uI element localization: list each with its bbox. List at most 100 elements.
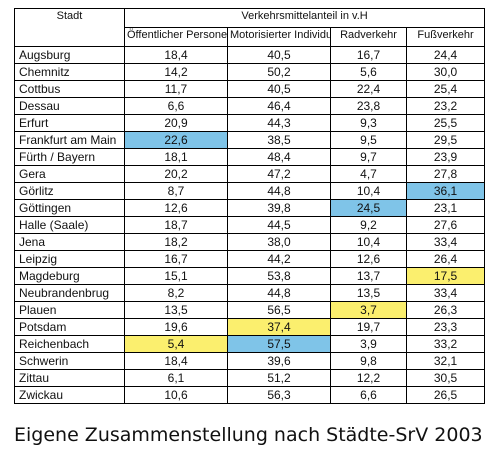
city-name-cell: Halle (Saale) [14, 216, 125, 234]
fussverkehr-value-cell: 23,3 [405, 318, 486, 336]
radverkehr-value-cell: 10,4 [330, 182, 407, 200]
radverkehr-value-cell: 9,7 [330, 148, 407, 166]
table-row: Erfurt 20,9 44,3 9,3 25,5 [14, 114, 486, 132]
header-fussverkehr: Fußverkehr [405, 27, 486, 47]
fussverkehr-value-cell: 33,4 [405, 233, 486, 251]
radverkehr-value-cell: 3,7 [330, 301, 407, 319]
miv-value-cell: 51,2 [227, 369, 331, 387]
oepnv-value-cell: 20,9 [124, 114, 228, 132]
radverkehr-value-cell: 4,7 [330, 165, 407, 183]
table-row: Fürth / Bayern 18,1 48,4 9,7 23,9 [14, 148, 486, 166]
table-row: Zittau 6,1 51,2 12,2 30,5 [14, 369, 486, 387]
table-row: Plauen 13,5 56,5 3,7 26,3 [14, 301, 486, 319]
city-name-cell: Chemnitz [14, 63, 125, 81]
radverkehr-value-cell: 13,5 [330, 284, 407, 302]
oepnv-value-cell: 6,6 [124, 97, 228, 115]
miv-value-cell: 39,8 [227, 199, 331, 217]
city-name-cell: Augsburg [14, 46, 125, 64]
header-stadt: Stadt [14, 8, 125, 47]
city-name-cell: Zittau [14, 369, 125, 387]
radverkehr-value-cell: 10,4 [330, 233, 407, 251]
modal-split-table: Stadt Verkehrsmittelanteil in v.H Öffent… [14, 8, 486, 404]
oepnv-value-cell: 13,5 [124, 301, 228, 319]
table-row: Potsdam 19,6 37,4 19,7 23,3 [14, 318, 486, 336]
header-oepnv: Öffentlicher Personenverkehr [124, 27, 228, 47]
city-name-cell: Zwickau [14, 386, 125, 404]
oepnv-value-cell: 14,2 [124, 63, 228, 81]
fussverkehr-value-cell: 27,6 [405, 216, 486, 234]
fussverkehr-value-cell: 33,4 [405, 284, 486, 302]
radverkehr-value-cell: 6,6 [330, 386, 407, 404]
miv-value-cell: 38,0 [227, 233, 331, 251]
oepnv-value-cell: 18,4 [124, 46, 228, 64]
oepnv-value-cell: 22,6 [124, 131, 228, 149]
fussverkehr-value-cell: 36,1 [405, 182, 486, 200]
table-row: Reichenbach 5,4 57,5 3,9 33,2 [14, 335, 486, 353]
city-name-cell: Görlitz [14, 182, 125, 200]
table-row: Magdeburg 15,1 53,8 13,7 17,5 [14, 267, 486, 285]
city-name-cell: Leipzig [14, 250, 125, 268]
radverkehr-value-cell: 9,5 [330, 131, 407, 149]
oepnv-value-cell: 8,7 [124, 182, 228, 200]
header-verkehrsmittelanteil: Verkehrsmittelanteil in v.H [123, 8, 486, 28]
table-row: Halle (Saale) 18,7 44,5 9,2 27,6 [14, 216, 486, 234]
radverkehr-value-cell: 9,2 [330, 216, 407, 234]
fussverkehr-value-cell: 24,4 [405, 46, 486, 64]
radverkehr-value-cell: 24,5 [330, 199, 407, 217]
city-name-cell: Potsdam [14, 318, 125, 336]
radverkehr-value-cell: 9,8 [330, 352, 407, 370]
oepnv-value-cell: 15,1 [124, 267, 228, 285]
city-name-cell: Gera [14, 165, 125, 183]
city-name-cell: Erfurt [14, 114, 125, 132]
fussverkehr-value-cell: 23,9 [405, 148, 486, 166]
miv-value-cell: 38,5 [227, 131, 331, 149]
city-name-cell: Schwerin [14, 352, 125, 370]
miv-value-cell: 57,5 [227, 335, 331, 353]
miv-value-cell: 48,4 [227, 148, 331, 166]
oepnv-value-cell: 18,1 [124, 148, 228, 166]
radverkehr-value-cell: 12,6 [330, 250, 407, 268]
table-row: Dessau 6,6 46,4 23,8 23,2 [14, 97, 486, 115]
oepnv-value-cell: 16,7 [124, 250, 228, 268]
city-name-cell: Frankfurt am Main [14, 131, 125, 149]
radverkehr-value-cell: 13,7 [330, 267, 407, 285]
table-row: Görlitz 8,7 44,8 10,4 36,1 [14, 182, 486, 200]
city-name-cell: Reichenbach [14, 335, 125, 353]
miv-value-cell: 37,4 [227, 318, 331, 336]
fussverkehr-value-cell: 26,4 [405, 250, 486, 268]
radverkehr-value-cell: 16,7 [330, 46, 407, 64]
miv-value-cell: 56,5 [227, 301, 331, 319]
miv-value-cell: 44,5 [227, 216, 331, 234]
city-name-cell: Jena [14, 233, 125, 251]
oepnv-value-cell: 8,2 [124, 284, 228, 302]
table-row: Cottbus 11,7 40,5 22,4 25,4 [14, 80, 486, 98]
table-body: Augsburg 18,4 40,5 16,7 24,4 Chemnitz 14,2 50,2… [14, 46, 486, 404]
miv-value-cell: 44,8 [227, 284, 331, 302]
table-row: Jena 18,2 38,0 10,4 33,4 [14, 233, 486, 251]
miv-value-cell: 50,2 [227, 63, 331, 81]
table-row: Chemnitz 14,2 50,2 5,6 30,0 [14, 63, 486, 81]
oepnv-value-cell: 11,7 [124, 80, 228, 98]
miv-value-cell: 53,8 [227, 267, 331, 285]
radverkehr-value-cell: 19,7 [330, 318, 407, 336]
table-row: Neubrandenbrug 8,2 44,8 13,5 33,4 [14, 284, 486, 302]
radverkehr-value-cell: 5,6 [330, 63, 407, 81]
city-name-cell: Cottbus [14, 80, 125, 98]
miv-value-cell: 44,3 [227, 114, 331, 132]
oepnv-value-cell: 12,6 [124, 199, 228, 217]
oepnv-value-cell: 18,7 [124, 216, 228, 234]
fussverkehr-value-cell: 33,2 [405, 335, 486, 353]
oepnv-value-cell: 6,1 [124, 369, 228, 387]
oepnv-value-cell: 10,6 [124, 386, 228, 404]
fussverkehr-value-cell: 23,2 [405, 97, 486, 115]
radverkehr-value-cell: 22,4 [330, 80, 407, 98]
table-row: Frankfurt am Main 22,6 38,5 9,5 29,5 [14, 131, 486, 149]
city-name-cell: Dessau [14, 97, 125, 115]
city-name-cell: Plauen [14, 301, 125, 319]
radverkehr-value-cell: 9,3 [330, 114, 407, 132]
oepnv-value-cell: 18,2 [124, 233, 228, 251]
miv-value-cell: 39,6 [227, 352, 331, 370]
table-row: Schwerin 18,4 39,6 9,8 32,1 [14, 352, 486, 370]
table-row: Augsburg 18,4 40,5 16,7 24,4 [14, 46, 486, 64]
